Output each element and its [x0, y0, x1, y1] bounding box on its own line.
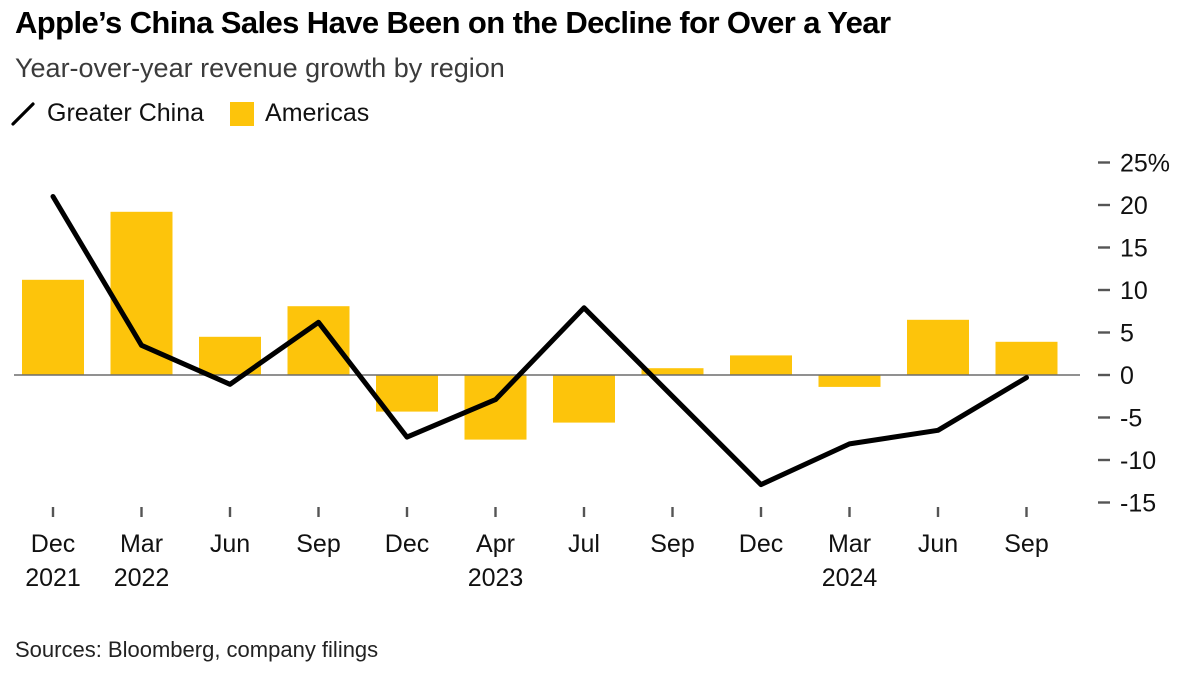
sources-note: Sources: Bloomberg, company filings — [15, 637, 379, 662]
chart-plot-area: 25% 20 15 10 5 0 -5 -10 -15 Dec 2021 Mar 2022 Jun Sep D… — [14, 150, 1170, 592]
greater-china-line — [50, 194, 1029, 488]
y-axis-label: -5 — [1120, 405, 1142, 433]
x-axis-month-label: Mar — [120, 530, 163, 558]
x-axis-year-label: 2022 — [114, 564, 170, 592]
americas-bar — [553, 375, 615, 423]
legend-label-greater-china: Greater China — [47, 99, 205, 127]
americas-bar — [110, 211, 173, 375]
x-axis-year-label: 2021 — [25, 564, 81, 592]
americas-bar — [641, 368, 704, 375]
y-axis-label: -15 — [1120, 490, 1156, 518]
americas-bar — [376, 375, 438, 412]
legend-item-greater-china: Greater China — [10, 99, 204, 128]
x-axis-month-label: Jun — [210, 530, 250, 558]
chart-title: Apple’s China Sales Have Been on the Dec… — [15, 5, 891, 40]
y-axis-label: -10 — [1120, 447, 1156, 475]
legend-label-americas: Americas — [265, 99, 370, 127]
legend-item-americas: Americas — [230, 99, 369, 128]
americas-bar — [907, 319, 969, 376]
y-axis-label: 15 — [1120, 235, 1148, 263]
x-axis-month-label: Sep — [1004, 530, 1048, 558]
americas-bar — [287, 306, 350, 375]
y-axis-label: 10 — [1120, 277, 1148, 305]
chart-legend: Greater China Americas — [10, 99, 369, 128]
x-axis-month-label: Jul — [568, 530, 600, 558]
americas-bar — [730, 355, 792, 375]
x-axis-year-label: 2023 — [468, 564, 524, 592]
americas-bar — [818, 375, 881, 387]
x-axis-month-label: Sep — [650, 530, 694, 558]
x-axis-year-label: 2024 — [822, 564, 878, 592]
y-axis-label: 5 — [1120, 320, 1134, 348]
y-axis-label: 25% — [1120, 150, 1170, 178]
americas-bar — [995, 341, 1058, 375]
y-axis-label: 0 — [1120, 362, 1134, 390]
line-series-slash-icon — [11, 101, 35, 126]
x-axis-month-label: Dec — [385, 530, 429, 558]
bar-series-swatch-icon — [230, 101, 255, 126]
x-axis-month-label: Apr — [476, 530, 515, 558]
y-axis-label: 20 — [1120, 192, 1148, 220]
x-axis-month-label: Mar — [828, 530, 871, 558]
x-axis-month-label: Dec — [739, 530, 783, 558]
x-axis-month-label: Sep — [296, 530, 340, 558]
x-axis-month-label: Dec — [31, 530, 75, 558]
x-axis-month-label: Jun — [918, 530, 958, 558]
americas-bar — [22, 279, 84, 375]
chart-subtitle: Year-over-year revenue growth by region — [15, 53, 505, 83]
